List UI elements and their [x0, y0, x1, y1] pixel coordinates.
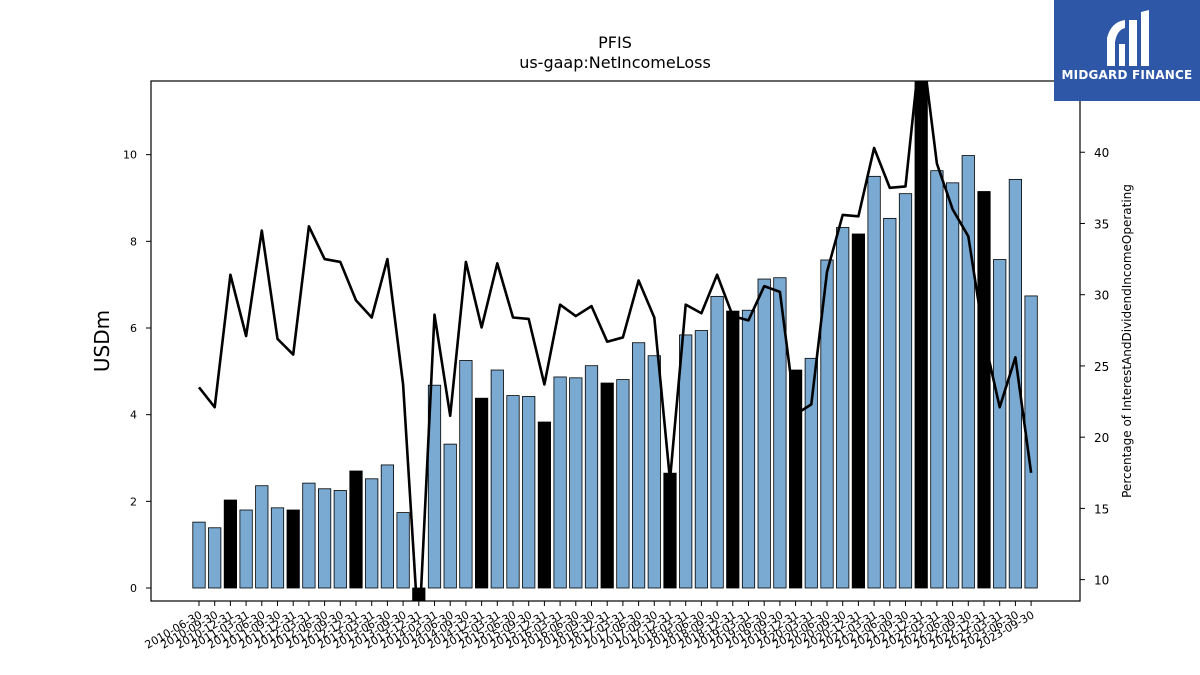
bar-2023-06-30 — [1008, 178, 1023, 589]
bar-2013-03-31 — [365, 478, 379, 589]
logo-badge: MIDGARD FINANCE — [1054, 0, 1200, 101]
bar-2020-06-30 — [820, 259, 834, 589]
y2-tick-label: 25 — [1094, 360, 1109, 374]
bar-2016-06-30 — [569, 377, 583, 589]
bar-2022-09-30 — [961, 155, 975, 589]
bar-2014-03-31 — [427, 384, 442, 589]
bar-2019-06-30 — [757, 278, 771, 589]
y2-axis-label: Percentage of InterestAndDividendIncomeO… — [1120, 184, 1134, 498]
bar-2012-12-31 — [349, 470, 363, 589]
y-tick-label: 2 — [130, 495, 137, 508]
bar-2015-12-31 — [537, 421, 552, 589]
ratio-line — [197, 81, 1033, 601]
y-tick-label: 6 — [130, 322, 137, 335]
y-tick-label: 0 — [130, 582, 137, 595]
y2-tick-label: 30 — [1094, 289, 1109, 303]
bar-2017-09-30 — [647, 355, 661, 589]
bar-2011-03-31 — [239, 509, 253, 589]
bar-2022-06-30 — [946, 182, 960, 589]
bar-2012-09-30 — [333, 490, 347, 589]
line-group — [197, 81, 1033, 601]
bar-2020-09-30 — [836, 227, 850, 589]
bar-2011-09-30 — [270, 507, 285, 589]
bar-2015-09-30 — [522, 396, 536, 589]
bar-2016-12-31 — [600, 382, 614, 589]
bar-2017-06-30 — [632, 342, 646, 589]
bar-2014-09-30 — [459, 360, 473, 589]
bar-2014-06-30 — [443, 443, 457, 589]
y2-axis-ticks: 10 15 20 25 30 35 40 — [1080, 146, 1109, 588]
bar-2022-03-31 — [930, 170, 944, 589]
logo-mark-icon — [1107, 10, 1149, 66]
bar-2013-12-31 — [412, 587, 426, 601]
bar-2019-09-30 — [773, 277, 787, 589]
logo-text: MIDGARD FINANCE — [1061, 68, 1193, 82]
bar-2018-09-30 — [710, 295, 724, 589]
bar-2017-03-31 — [616, 379, 630, 589]
bars-group — [192, 81, 1038, 601]
bar-2023-09-30 — [1024, 295, 1038, 589]
bar-2019-12-31 — [789, 369, 803, 589]
bar-2010-09-30 — [208, 527, 222, 589]
y2-tick-label: 10 — [1094, 574, 1109, 588]
bar-2022-12-31 — [977, 191, 991, 589]
bar-2014-12-31 — [474, 397, 489, 589]
bar-2011-12-31 — [286, 509, 300, 589]
x-axis-ticks: 2010-06-302010-09-302010-12-312011-03-31… — [143, 601, 1037, 652]
bar-2018-12-31 — [726, 310, 740, 589]
chart-subtitle: us-gaap:NetIncomeLoss — [519, 53, 711, 72]
bar-2011-06-30 — [255, 485, 269, 589]
bar-2016-09-30 — [584, 365, 599, 589]
bar-2012-06-30 — [317, 488, 332, 589]
bar-2018-06-30 — [694, 330, 709, 589]
bar-2021-12-31 — [914, 81, 928, 589]
y2-tick-label: 35 — [1094, 217, 1109, 231]
y2-tick-label: 40 — [1094, 146, 1109, 160]
bar-2017-12-31 — [663, 472, 677, 589]
bar-2020-03-31 — [804, 357, 818, 589]
bar-2021-03-31 — [867, 175, 881, 589]
bar-2021-09-30 — [898, 193, 913, 589]
y2-tick-label: 20 — [1094, 431, 1109, 445]
chart-title: PFIS — [598, 33, 632, 52]
bar-2013-06-30 — [380, 464, 395, 589]
bar-2018-03-31 — [679, 334, 693, 589]
bar-2016-03-31 — [553, 376, 567, 589]
y-tick-label: 4 — [130, 409, 137, 422]
bar-2015-03-31 — [490, 369, 504, 589]
plot-frame — [150, 80, 1081, 602]
bar-2020-12-31 — [851, 233, 866, 589]
bar-2015-06-30 — [506, 395, 520, 589]
bar-2021-06-30 — [883, 217, 897, 589]
bar-2012-03-31 — [302, 482, 316, 589]
bar-2019-03-31 — [741, 309, 756, 589]
y-tick-label: 8 — [130, 235, 137, 248]
y2-tick-label: 15 — [1094, 502, 1109, 516]
y-tick-label: 10 — [123, 149, 137, 162]
bar-2010-12-31 — [223, 499, 237, 589]
bar-2013-09-30 — [396, 512, 410, 589]
y-axis-label: USDm — [90, 310, 114, 372]
bar-2023-03-31 — [993, 259, 1007, 589]
y-axis-ticks: 0 2 4 6 8 10 — [123, 149, 151, 595]
bar-2010-06-30 — [192, 521, 206, 589]
